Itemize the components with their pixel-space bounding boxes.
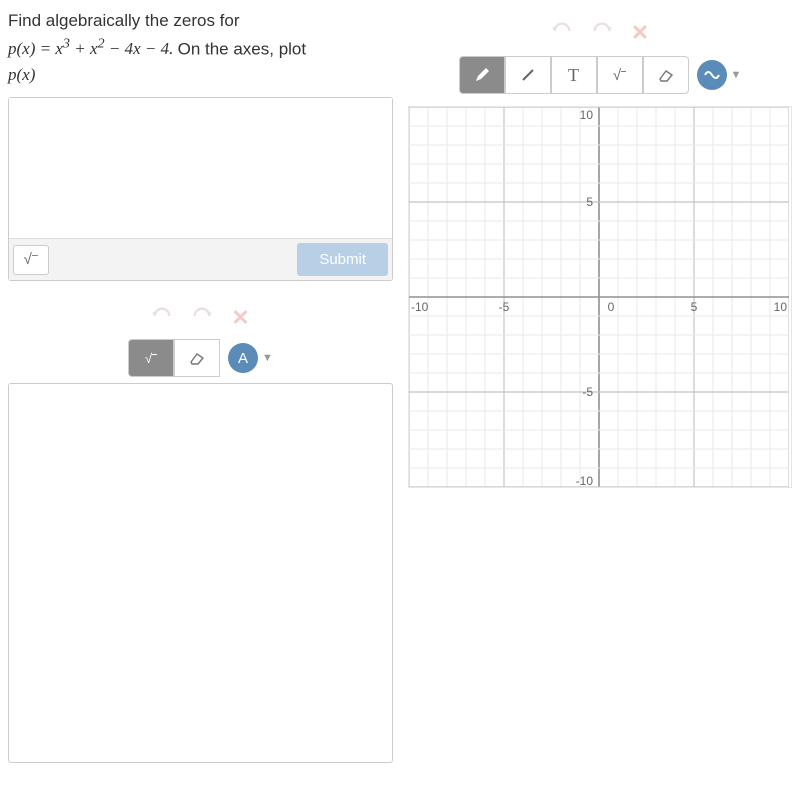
clear-icon[interactable]: ✕ — [631, 20, 649, 46]
svg-text:-5: -5 — [582, 385, 593, 399]
sqrt-icon: √ — [613, 67, 626, 84]
line-button[interactable] — [505, 56, 551, 94]
q-suffix: On the axes, plot — [178, 39, 307, 58]
sqrt-icon: √ — [145, 351, 157, 366]
svg-text:10: 10 — [580, 108, 594, 122]
work-math-button[interactable]: √ — [128, 339, 174, 377]
submit-button[interactable]: Submit — [297, 243, 388, 276]
line-icon — [520, 67, 536, 83]
svg-text:-5: -5 — [499, 300, 510, 314]
dropdown-caret-icon[interactable]: ▼ — [262, 352, 273, 364]
svg-text:-10: -10 — [576, 474, 594, 487]
eraser-icon — [188, 351, 206, 365]
svg-text:0: 0 — [608, 300, 615, 314]
redo-icon[interactable] — [591, 22, 613, 45]
curve-icon — [704, 69, 720, 81]
pencil-icon — [474, 67, 490, 83]
eraser-icon — [657, 68, 675, 82]
work-text-button[interactable]: A — [228, 343, 258, 373]
q-line3: p(x) — [8, 65, 35, 84]
math-keyboard-button[interactable]: √ — [13, 245, 49, 275]
coordinate-grid[interactable]: -10 -5 0 5 10 10 5 -5 -10 — [409, 107, 789, 487]
svg-text:5: 5 — [691, 300, 698, 314]
curve-button[interactable] — [697, 60, 727, 90]
text-button[interactable]: T — [551, 56, 597, 94]
clear-icon[interactable]: ✕ — [231, 305, 249, 331]
svg-text:-10: -10 — [411, 300, 429, 314]
graph-panel: -10 -5 0 5 10 10 5 -5 -10 — [408, 106, 792, 488]
q-eq: p(x) = x3 + x2 − 4x − 4. — [8, 39, 178, 58]
math-button[interactable]: √ — [597, 56, 643, 94]
erase-button[interactable] — [643, 56, 689, 94]
text-icon: T — [568, 65, 579, 86]
answer-toolbar: √ Submit — [9, 238, 392, 280]
answer-input-area[interactable] — [9, 98, 392, 238]
pencil-button[interactable] — [459, 56, 505, 94]
undo-icon[interactable] — [151, 307, 173, 330]
svg-text:10: 10 — [774, 300, 788, 314]
redo-icon[interactable] — [191, 307, 213, 330]
question-text: Find algebraically the zeros for p(x) = … — [8, 8, 393, 87]
q-line1: Find algebraically the zeros for — [8, 11, 240, 30]
work-area[interactable] — [8, 383, 393, 763]
work-toolbar: √ A ▼ — [8, 339, 393, 377]
graph-undo-row: ✕ — [408, 20, 792, 46]
sqrt-icon: √ — [24, 251, 39, 268]
dropdown-caret-icon[interactable]: ▼ — [731, 69, 742, 81]
svg-text:5: 5 — [586, 195, 593, 209]
work-erase-button[interactable] — [174, 339, 220, 377]
answer-box: √ Submit — [8, 97, 393, 281]
undo-icon[interactable] — [551, 22, 573, 45]
work-undo-row: ✕ — [8, 305, 393, 331]
graph-toolbar: T √ ▼ — [408, 56, 792, 94]
